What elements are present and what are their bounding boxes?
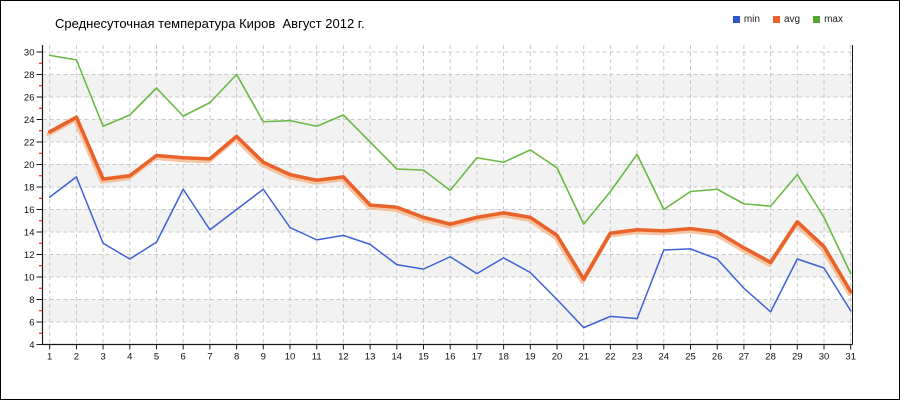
chart-title: Среднесуточная температура Киров Август … (55, 16, 365, 31)
legend-item-max: max (813, 14, 843, 25)
x-axis-tick-label: 2 (74, 352, 79, 363)
legend: min avg max (732, 14, 843, 25)
x-axis-tick-label: 29 (792, 352, 803, 363)
x-axis-tick-label: 28 (765, 352, 776, 363)
x-axis-tick-label: 16 (445, 352, 456, 363)
x-axis-tick-label: 12 (338, 352, 349, 363)
x-axis-tick-label: 3 (100, 352, 105, 363)
y-axis-tick-label: 26 (24, 93, 35, 104)
x-axis-tick-label: 21 (578, 352, 589, 363)
x-axis-tick-label: 10 (285, 352, 296, 363)
avg-series-halo (46, 117, 852, 297)
plot-band (42, 254, 853, 277)
x-axis-tick-label: 17 (472, 352, 483, 363)
x-axis-tick-label: 8 (234, 352, 239, 363)
x-axis-tick-label: 13 (365, 352, 376, 363)
x-axis-tick-label: 24 (659, 352, 670, 363)
y-axis-tick-label: 24 (24, 115, 35, 126)
y-axis-tick-label: 8 (29, 295, 34, 306)
x-axis-tick-label: 15 (418, 352, 429, 363)
y-axis-tick-label: 10 (24, 273, 35, 284)
legend-item-avg: avg (772, 14, 801, 25)
x-axis-tick-label: 14 (392, 352, 403, 363)
x-axis-tick-label: 18 (498, 352, 509, 363)
legend-label-max: max (824, 14, 843, 25)
x-axis-tick-label: 25 (685, 352, 696, 363)
y-axis-tick-label: 18 (24, 183, 35, 194)
legend-swatch-max-icon (813, 16, 821, 23)
y-axis-tick-label: 6 (29, 318, 34, 329)
legend-item-min: min (732, 14, 760, 25)
plot-band (42, 74, 853, 97)
plot-band (42, 299, 853, 322)
x-axis-tick-label: 23 (632, 352, 643, 363)
x-axis-tick-label: 7 (207, 352, 212, 363)
legend-swatch-min-icon (732, 16, 740, 23)
x-axis-tick-label: 20 (552, 352, 563, 363)
x-axis-tick-label: 4 (127, 352, 132, 363)
y-axis-tick-label: 14 (24, 228, 35, 239)
x-axis-tick-label: 9 (261, 352, 266, 363)
max-series-line (48, 54, 852, 275)
plot-band (42, 164, 853, 187)
x-axis-tick-label: 27 (739, 352, 750, 363)
legend-label-avg: avg (783, 14, 801, 25)
y-axis-tick-label: 28 (24, 70, 35, 81)
y-axis-tick-label: 30 (24, 48, 35, 59)
x-axis-tick-label: 1 (47, 352, 52, 363)
min-series-line (48, 176, 852, 329)
x-axis-tick-label: 30 (819, 352, 830, 363)
legend-label-min: min (743, 14, 760, 25)
legend-swatch-avg-icon (772, 16, 780, 23)
plot-band (42, 209, 853, 232)
x-axis-tick-label: 22 (605, 352, 616, 363)
x-axis-tick-label: 5 (154, 352, 159, 363)
x-axis-tick-label: 26 (712, 352, 723, 363)
x-axis-tick-label: 19 (525, 352, 536, 363)
plot-band (42, 119, 853, 142)
x-axis-tick-label: 11 (312, 352, 322, 363)
avg-series-line (47, 115, 853, 294)
y-axis-tick-label: 22 (24, 138, 35, 149)
x-axis-tick-label: 31 (845, 352, 856, 363)
y-axis-tick-label: 12 (24, 250, 35, 261)
y-axis-tick-label: 4 (29, 340, 34, 351)
x-axis-tick-label: 6 (181, 352, 186, 363)
y-axis-tick-label: 20 (24, 160, 35, 171)
y-axis-tick-label: 16 (24, 205, 35, 216)
